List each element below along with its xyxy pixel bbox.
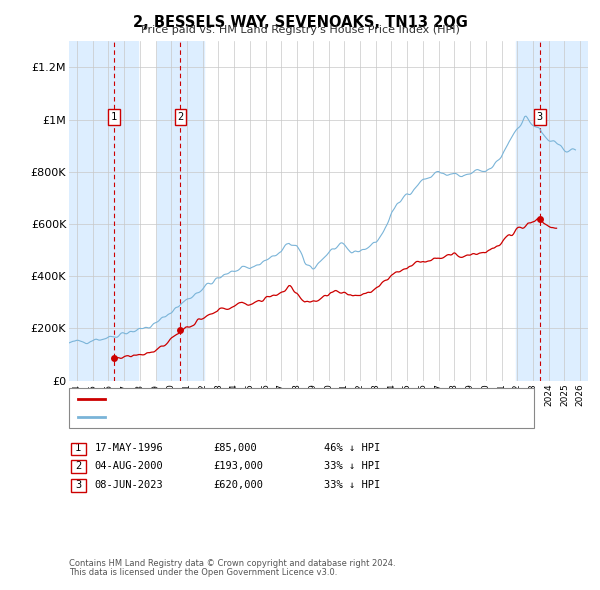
- Text: 04-AUG-2000: 04-AUG-2000: [95, 461, 164, 471]
- Text: 2: 2: [177, 112, 184, 122]
- Bar: [515, 41, 588, 381]
- Text: 3: 3: [537, 112, 543, 122]
- Text: 33% ↓ HPI: 33% ↓ HPI: [324, 480, 380, 490]
- Text: £193,000: £193,000: [213, 461, 263, 471]
- Text: HPI: Average price, detached house, Sevenoaks: HPI: Average price, detached house, Seve…: [109, 411, 343, 421]
- Text: 1: 1: [111, 112, 117, 122]
- Text: £85,000: £85,000: [213, 444, 257, 453]
- Text: 46% ↓ HPI: 46% ↓ HPI: [324, 444, 380, 453]
- Text: Price paid vs. HM Land Registry's House Price Index (HPI): Price paid vs. HM Land Registry's House …: [140, 25, 460, 35]
- Bar: [157, 41, 204, 381]
- Text: 2: 2: [75, 461, 82, 471]
- Text: 08-JUN-2023: 08-JUN-2023: [95, 480, 164, 490]
- Text: 3: 3: [75, 480, 82, 490]
- Text: 17-MAY-1996: 17-MAY-1996: [95, 444, 164, 453]
- Text: 1: 1: [75, 444, 82, 453]
- Text: This data is licensed under the Open Government Licence v3.0.: This data is licensed under the Open Gov…: [69, 568, 337, 577]
- Text: 2, BESSELS WAY, SEVENOAKS, TN13 2QG: 2, BESSELS WAY, SEVENOAKS, TN13 2QG: [133, 15, 467, 30]
- Text: £620,000: £620,000: [213, 480, 263, 490]
- Text: Contains HM Land Registry data © Crown copyright and database right 2024.: Contains HM Land Registry data © Crown c…: [69, 559, 395, 568]
- Text: 33% ↓ HPI: 33% ↓ HPI: [324, 461, 380, 471]
- Bar: [69, 41, 138, 381]
- Text: 2, BESSELS WAY, SEVENOAKS, TN13 2QG (detached house): 2, BESSELS WAY, SEVENOAKS, TN13 2QG (det…: [109, 394, 399, 404]
